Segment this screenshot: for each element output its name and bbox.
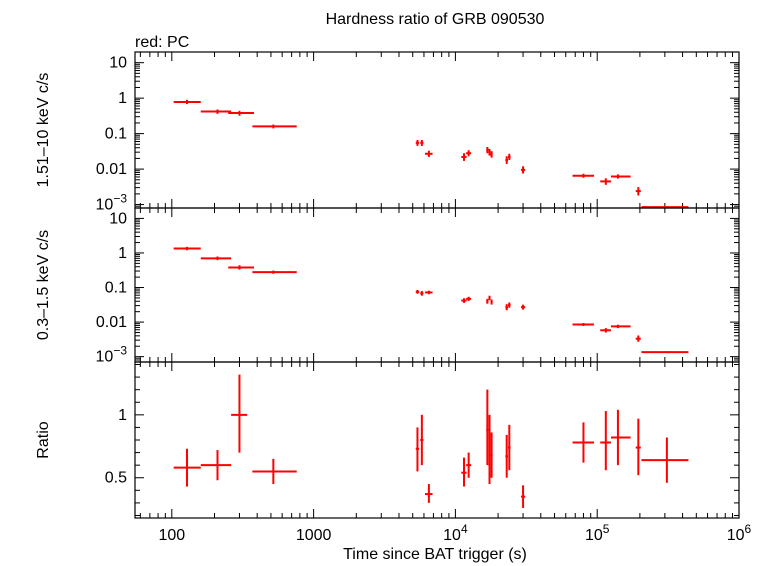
data-point [415, 140, 420, 146]
y-tick-label: 10 [109, 210, 127, 227]
data-point [424, 484, 433, 503]
data-point [600, 411, 611, 471]
data-point [635, 335, 641, 342]
panel-frame [134, 361, 740, 519]
data-point [635, 418, 641, 476]
data-point [520, 166, 526, 174]
chart-title: Hardness ratio of GRB 090530 [326, 11, 545, 28]
panel-frame [134, 207, 740, 363]
x-tick-label: 106 [727, 522, 752, 544]
data-point [490, 299, 493, 305]
y-tick-label: 0.5 [105, 470, 127, 487]
data-point [173, 99, 201, 105]
data-point [486, 389, 489, 466]
data-point [488, 414, 491, 485]
data-point [600, 328, 611, 333]
data-point [173, 448, 201, 487]
data-point [466, 452, 472, 478]
data-point [461, 457, 467, 487]
data-point [173, 246, 201, 251]
data-point [486, 146, 489, 154]
data-point [466, 150, 472, 157]
data-point [200, 450, 232, 481]
data-point [490, 151, 493, 158]
y-tick-label: 10 [109, 55, 127, 72]
x-tick-label: 104 [443, 522, 468, 544]
data-point [490, 432, 493, 478]
data-point [420, 414, 424, 466]
data-point [635, 187, 641, 196]
data-point [228, 265, 255, 270]
data-point [505, 156, 509, 164]
data-point [520, 304, 526, 310]
y-tick-label: 0.1 [105, 280, 127, 297]
y-axis-label: 0.3–1.5 keV c/s [35, 230, 52, 340]
data-point [228, 110, 255, 116]
data-point [520, 485, 526, 508]
x-tick-label: 100 [158, 527, 185, 544]
data-point [505, 304, 509, 311]
panel-ratio: 1 0.5 Ratio [35, 361, 740, 519]
y-tick-label: 0.01 [96, 314, 127, 331]
y-axis-label: 1.51–10 keV c/s [35, 73, 52, 188]
panel-soft: 10 1 0.1 0.01 10−3 0.3–1.5 keV c/s [35, 207, 740, 366]
data-point [415, 427, 420, 472]
data-point [420, 140, 424, 146]
y-tick-label: 1 [118, 245, 127, 262]
data-point [466, 296, 472, 301]
y-tick-label: 1 [118, 90, 127, 107]
y-axis-label: Ratio [35, 421, 52, 458]
legend-label: red: PC [135, 34, 189, 51]
data-point [488, 148, 491, 156]
y-tick-label: 10−3 [96, 344, 128, 366]
x-axis-label: Time since BAT trigger (s) [343, 546, 527, 563]
data-point [600, 178, 611, 185]
data-point [424, 290, 433, 295]
x-tick-label: 1000 [296, 527, 332, 544]
data-point [572, 323, 595, 327]
data-point [252, 124, 297, 129]
data-point [641, 437, 689, 483]
y-tick-label: 0.1 [105, 126, 127, 143]
panel-frame [134, 51, 740, 209]
y-tick-label: 0.01 [96, 161, 127, 178]
y-tick-label: 1 [118, 407, 127, 424]
data-point [508, 424, 511, 471]
data-point [610, 409, 631, 466]
panel-hard: 10 1 0.1 0.01 10−3 1.51–10 keV c/s [35, 51, 740, 214]
data-point [610, 324, 631, 329]
data-point [505, 434, 509, 478]
data-point [200, 109, 232, 114]
data-point [252, 270, 297, 274]
data-point [508, 302, 511, 308]
data-point [200, 256, 232, 261]
data-point [231, 374, 248, 453]
data-point [508, 153, 511, 161]
y-tick-label: 10−3 [96, 192, 128, 214]
data-point [610, 174, 631, 179]
data-point [461, 153, 467, 161]
data-point [461, 298, 467, 303]
data-point [486, 298, 489, 304]
data-point [424, 150, 433, 157]
data-point [415, 289, 420, 294]
data-point [641, 351, 689, 354]
data-point [572, 422, 595, 463]
data-point [488, 295, 491, 301]
data-point [252, 458, 297, 485]
x-tick-label: 105 [585, 522, 610, 544]
data-point [420, 291, 424, 296]
data-point [572, 173, 595, 178]
